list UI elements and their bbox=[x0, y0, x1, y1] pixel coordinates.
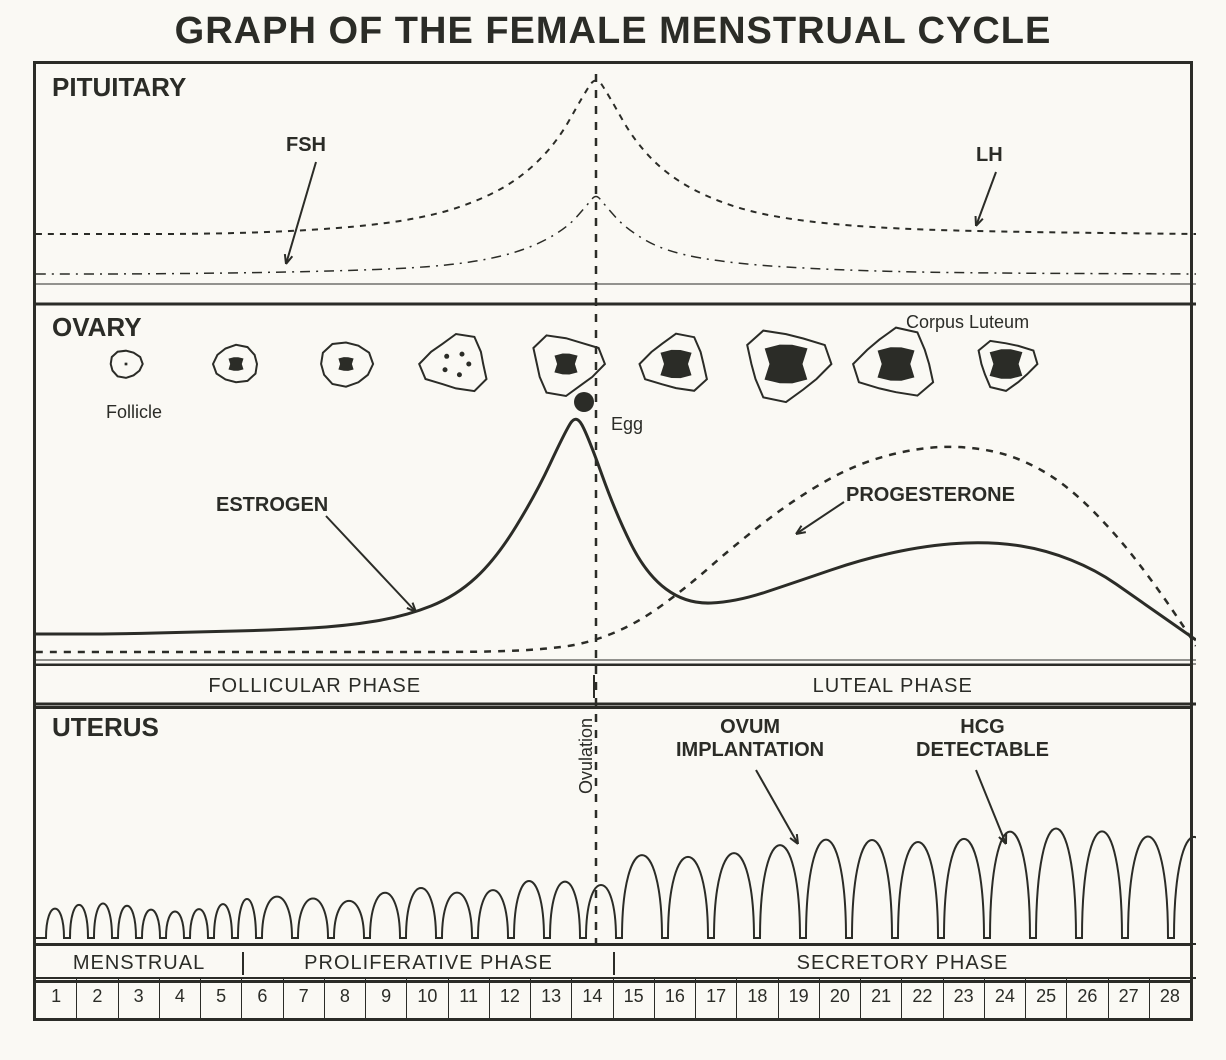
day-cell: 11 bbox=[448, 978, 489, 1021]
pituitary-label: PITUITARY bbox=[52, 72, 186, 103]
day-cell: 13 bbox=[530, 978, 571, 1021]
day-cell: 6 bbox=[241, 978, 282, 1021]
day-cell: 9 bbox=[365, 978, 406, 1021]
day-cell: 10 bbox=[406, 978, 447, 1021]
progesterone-label: PROGESTERONE bbox=[846, 484, 1015, 507]
ovary-phase-cell: FOLLICULAR PHASE bbox=[36, 675, 593, 698]
chart-frame: PITUITARY OVARY UTERUS FSH LH Follicle C… bbox=[33, 61, 1193, 1021]
day-cell: 7 bbox=[283, 978, 324, 1021]
day-cell: 4 bbox=[159, 978, 200, 1021]
day-cell: 1 bbox=[36, 978, 76, 1021]
ovary-phase-cell: LUTEAL PHASE bbox=[593, 675, 1190, 698]
day-cell: 18 bbox=[736, 978, 777, 1021]
day-cell: 8 bbox=[324, 978, 365, 1021]
follicle-label: Follicle bbox=[106, 402, 162, 423]
corpus-luteum-label: Corpus Luteum bbox=[906, 312, 1029, 333]
day-cell: 27 bbox=[1108, 978, 1149, 1021]
uterus-label: UTERUS bbox=[52, 712, 159, 743]
ovulation-label: Ovulation bbox=[576, 718, 597, 794]
day-cell: 28 bbox=[1149, 978, 1190, 1021]
estrogen-label: ESTROGEN bbox=[216, 494, 328, 517]
day-cell: 12 bbox=[489, 978, 530, 1021]
uterus-phase-cell: MENSTRUAL bbox=[36, 952, 242, 975]
day-cell: 17 bbox=[695, 978, 736, 1021]
day-cell: 3 bbox=[118, 978, 159, 1021]
day-cell: 22 bbox=[901, 978, 942, 1021]
day-cell: 15 bbox=[613, 978, 654, 1021]
ovary-label: OVARY bbox=[52, 312, 142, 343]
day-cell: 20 bbox=[819, 978, 860, 1021]
ovum-implantation-label: OVUM IMPLANTATION bbox=[676, 716, 824, 762]
hcg-detectable-label: HCG DETECTABLE bbox=[916, 716, 1049, 762]
fsh-label: FSH bbox=[286, 134, 326, 157]
day-cell: 23 bbox=[943, 978, 984, 1021]
day-cell: 21 bbox=[860, 978, 901, 1021]
uterus-phase-cell: SECRETORY PHASE bbox=[613, 952, 1190, 975]
day-cell: 24 bbox=[984, 978, 1025, 1021]
ovary-phase-band: FOLLICULAR PHASELUTEAL PHASE bbox=[36, 664, 1190, 709]
day-cell: 16 bbox=[654, 978, 695, 1021]
lh-label: LH bbox=[976, 144, 1003, 167]
day-cell: 5 bbox=[200, 978, 241, 1021]
diagram-svg bbox=[36, 64, 1196, 1024]
day-cell: 2 bbox=[76, 978, 117, 1021]
day-cell: 19 bbox=[778, 978, 819, 1021]
day-band: 1234567891011121314151617181920212223242… bbox=[36, 978, 1190, 1021]
day-cell: 25 bbox=[1025, 978, 1066, 1021]
page-title: GRAPH OF THE FEMALE MENSTRUAL CYCLE bbox=[20, 10, 1206, 53]
day-cell: 26 bbox=[1066, 978, 1107, 1021]
egg-label: Egg bbox=[611, 414, 643, 435]
uterus-phase-cell: PROLIFERATIVE PHASE bbox=[242, 952, 613, 975]
day-cell: 14 bbox=[571, 978, 612, 1021]
